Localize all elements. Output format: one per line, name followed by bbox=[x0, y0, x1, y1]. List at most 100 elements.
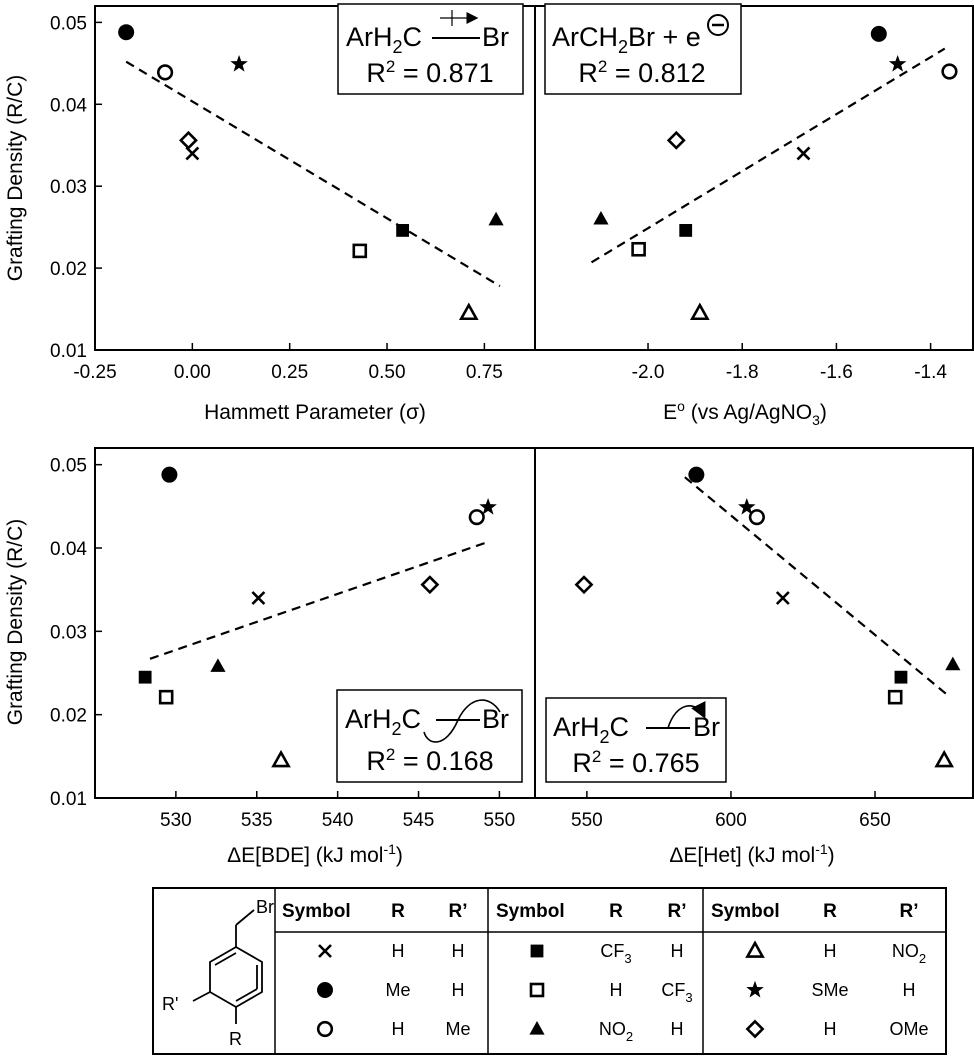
data-point-circle-open bbox=[468, 509, 485, 526]
legend-symbol-circle-filled bbox=[317, 982, 333, 998]
y-tick-label: 0.02 bbox=[50, 706, 87, 727]
data-point-circle-filled bbox=[118, 24, 135, 41]
y-axis-title-bottom: Grafting Density (R/C) bbox=[4, 519, 27, 726]
legend-r-value: H bbox=[392, 941, 405, 961]
structure-label-rp: R' bbox=[162, 994, 178, 1014]
data-point-diamond-open bbox=[420, 575, 440, 595]
fit-line bbox=[590, 47, 946, 264]
x-tick-label: 600 bbox=[715, 810, 747, 831]
svg-text:R: R bbox=[823, 901, 837, 922]
y-tick-label: 0.03 bbox=[50, 622, 87, 643]
structure-label-br: Br bbox=[256, 897, 274, 917]
panel-reduction-marks: -2.0 -1.8 -1.6 -1.4 bbox=[590, 25, 958, 383]
svg-text:R2 = 0.812: R2 = 0.812 bbox=[578, 57, 705, 88]
legend-column-2: Symbol R R’ bbox=[496, 901, 687, 922]
x-tick-label: -2.0 bbox=[632, 362, 665, 383]
data-point-triangle-filled bbox=[210, 658, 226, 672]
legend-r-value: SMe bbox=[811, 980, 848, 1000]
data-point-circle-filled bbox=[161, 466, 178, 483]
data-point-star-filled bbox=[479, 497, 497, 515]
data-point-diamond-open bbox=[666, 130, 686, 150]
fit-line bbox=[684, 476, 948, 696]
annotation-bde: ArH2C Br R2 = 0.168 bbox=[336, 689, 523, 783]
legend-rp-value: Me bbox=[445, 1019, 470, 1039]
svg-text:ArCH2Br + e: ArCH2Br + e bbox=[552, 22, 701, 57]
x-tick-label: 0.50 bbox=[369, 362, 406, 383]
data-point-x bbox=[775, 591, 790, 605]
x-tick-label: 540 bbox=[322, 810, 354, 831]
annotation-potential: ArCH2Br + e R2 = 0.812 bbox=[544, 3, 742, 95]
fit-line bbox=[149, 541, 486, 660]
svg-text:ArH2C: ArH2C bbox=[346, 22, 422, 57]
data-point-star-filled bbox=[888, 54, 907, 72]
data-point-triangle-filled bbox=[593, 210, 609, 225]
legend-symbol-x bbox=[318, 944, 332, 958]
legend-rp-value: H bbox=[452, 941, 465, 961]
data-point-triangle-open bbox=[690, 302, 710, 321]
legend-table: Br R R' Symbol R R’ Symbol R R’ Symbol R… bbox=[152, 887, 947, 1055]
svg-text:Br: Br bbox=[693, 712, 720, 742]
legend-rp-value: H bbox=[903, 980, 916, 1000]
y-tick-label: 0.01 bbox=[50, 789, 87, 810]
data-point-star-filled bbox=[738, 497, 756, 515]
data-point-star-filled bbox=[230, 54, 248, 72]
legend-r-value: H bbox=[824, 941, 837, 961]
data-point-square-filled bbox=[138, 670, 152, 684]
legend-rp-value: OMe bbox=[889, 1019, 928, 1039]
fit-line bbox=[125, 60, 501, 288]
data-point-x bbox=[251, 591, 266, 605]
panel-reduction-potential: -2.0 -1.8 -1.6 -1.4 bbox=[534, 5, 974, 383]
x-tick-label: -1.6 bbox=[820, 362, 853, 383]
legend-rp-value: NO2 bbox=[892, 941, 926, 966]
legend-symbol-triangle-filled bbox=[529, 1021, 545, 1035]
data-point-circle-open bbox=[156, 64, 174, 81]
data-point-circle-filled bbox=[688, 466, 705, 483]
y-tick-label: 0.01 bbox=[50, 341, 87, 362]
legend-symbol-square-filled bbox=[530, 944, 544, 958]
legend-symbol-circle-open bbox=[316, 1020, 334, 1038]
data-point-triangle-open bbox=[458, 302, 479, 321]
legend-symbol-square-open bbox=[529, 982, 545, 998]
y-tick-label: 0.04 bbox=[50, 539, 87, 560]
annotation-hammett: ArH2C Br R2 = 0.871 bbox=[337, 3, 524, 95]
panel-het: 550 600 650 bbox=[534, 447, 974, 831]
legend-rp-value: H bbox=[671, 1019, 684, 1039]
legend-symbol-star-filled bbox=[746, 980, 764, 998]
svg-text:R: R bbox=[391, 901, 405, 922]
data-point-diamond-open bbox=[574, 575, 594, 595]
data-point-square-open bbox=[887, 689, 903, 705]
legend-r-value: H bbox=[392, 1019, 405, 1039]
x-tick-label: -1.4 bbox=[914, 362, 947, 383]
x-axis-title-bde: ΔE[BDE] (kJ mol-1) bbox=[227, 841, 403, 867]
benzyl-bromide-structure bbox=[192, 909, 263, 1024]
legend-rp-value: H bbox=[671, 941, 684, 961]
data-point-square-open bbox=[158, 689, 174, 705]
panel-hammett: -0.25 0.00 0.25 0.50 0.75 0.01 0.02 0.03 0.04 0.0… bbox=[50, 5, 536, 383]
legend-rp-value: CF3 bbox=[661, 980, 692, 1005]
svg-text:Br: Br bbox=[482, 22, 509, 52]
svg-text:R: R bbox=[609, 901, 623, 922]
legend-r-value: H bbox=[610, 980, 623, 1000]
data-point-triangle-open bbox=[271, 749, 291, 768]
legend-r-value: NO2 bbox=[599, 1019, 633, 1044]
data-point-square-filled bbox=[679, 224, 693, 237]
svg-text:Symbol: Symbol bbox=[496, 901, 565, 922]
data-point-square-filled bbox=[396, 224, 410, 237]
x-tick-label: 550 bbox=[484, 810, 516, 831]
data-point-circle-filled bbox=[870, 25, 887, 42]
svg-text:Symbol: Symbol bbox=[282, 901, 351, 922]
panel-bde-marks: 530 535 540 545 550 0.01 0.02 0.03 0.04 0.05 bbox=[50, 456, 515, 831]
x-tick-label: 0.25 bbox=[271, 362, 308, 383]
data-point-triangle-filled bbox=[488, 211, 504, 226]
x-axis-title-hammett: Hammett Parameter (σ) bbox=[204, 401, 426, 424]
y-tick-label: 0.04 bbox=[50, 95, 87, 116]
x-tick-label: 545 bbox=[403, 810, 435, 831]
x-axis-title-potential: Eo (vs Ag/AgNO3) bbox=[663, 398, 827, 428]
svg-text:R’: R’ bbox=[900, 901, 919, 922]
panel-het-marks: 550 600 650 bbox=[571, 466, 961, 831]
data-point-circle-open bbox=[748, 509, 765, 526]
panel-hammett-marks: -0.25 0.00 0.25 0.50 0.75 0.01 0.02 0.03 0.04 0.0… bbox=[50, 13, 504, 383]
data-point-square-open bbox=[352, 243, 368, 259]
panel-bde: 530 535 540 545 550 0.01 0.02 0.03 0.04 0.05 bbox=[50, 447, 536, 831]
